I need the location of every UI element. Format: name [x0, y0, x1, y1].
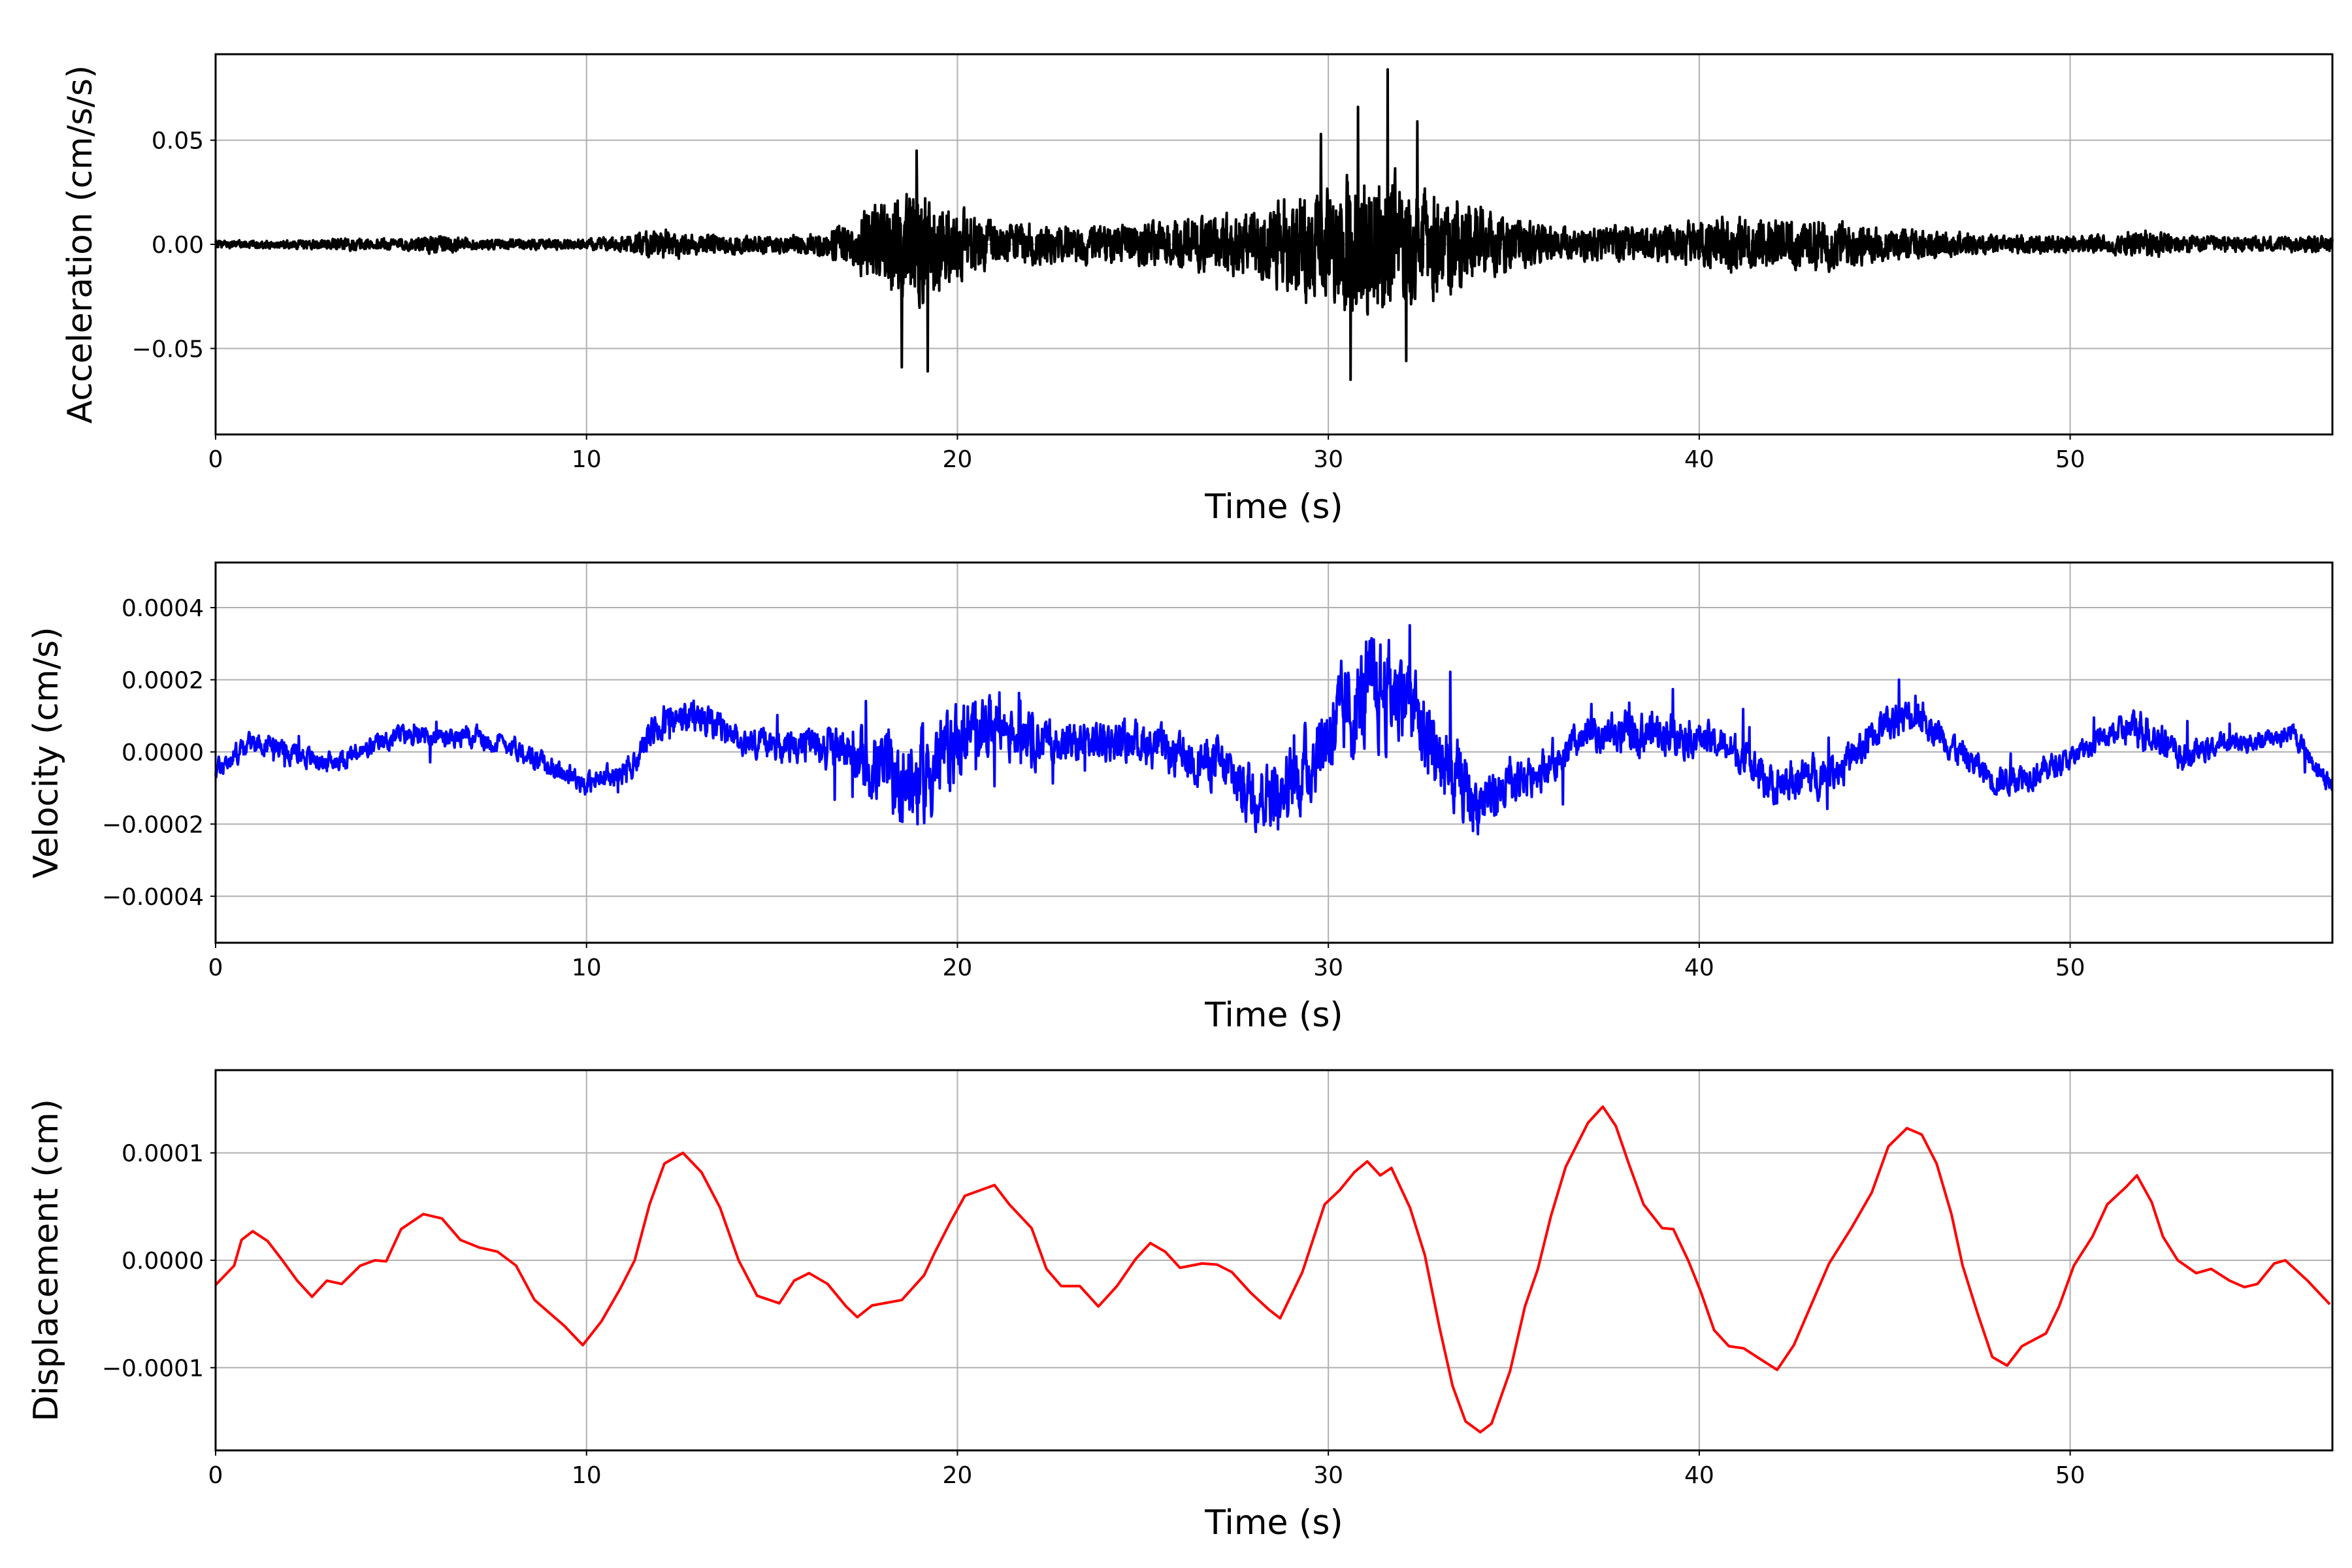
acceleration-subplot: 0 10 20 30 40 50 −0.05 0.00 0.05 Time (s) Accelera…: [61, 53, 2334, 527]
x-tick-label: 50: [2055, 446, 2085, 473]
y-tick-label: 0.0004: [122, 595, 204, 622]
y-tick-label: −0.0001: [102, 1355, 204, 1382]
x-tick-label: 10: [572, 955, 602, 981]
y-tick-label: 0.0001: [122, 1141, 204, 1168]
y-axis-label: Acceleration (cm/s/s): [61, 65, 100, 424]
y-tick-label: 0.0000: [122, 740, 204, 766]
x-tick-label: 50: [2055, 1462, 2085, 1489]
y-tick-label: −0.0002: [102, 811, 204, 838]
velocity-subplot: 0 10 20 30 40 50 −0.0004 −0.0002 0.0000 0.0002 0.0…: [27, 561, 2334, 1035]
x-tick-label: 40: [1684, 1462, 1714, 1489]
x-tick-label: 10: [572, 1462, 602, 1489]
y-axis-label: Velocity (cm/s): [27, 627, 66, 879]
x-axis-label: Time (s): [1204, 996, 1343, 1035]
y-tick-label: 0.0000: [122, 1248, 204, 1275]
velocity-series-line: [214, 624, 2334, 836]
x-tick-label: 20: [943, 1462, 973, 1489]
x-tick-label: 20: [943, 955, 973, 981]
y-tick-label: 0.05: [152, 128, 204, 155]
x-tick-label: 40: [1684, 446, 1714, 473]
axes-frame: [214, 53, 2334, 436]
x-tick-label: 0: [208, 1462, 223, 1489]
axes-frame: [214, 1069, 2334, 1452]
displacement-subplot: 0 10 20 30 40 50 −0.0001 0.0000 0.0001 Time (s) Di…: [27, 1069, 2334, 1543]
x-tick-label: 20: [943, 446, 973, 473]
acceleration-series-line: [214, 68, 2334, 382]
x-axis-label: Time (s): [1204, 487, 1343, 527]
x-tick-label: 0: [208, 446, 223, 473]
y-tick-label: −0.05: [132, 336, 204, 363]
x-tick-label: 30: [1313, 955, 1343, 981]
x-tick-label: 30: [1313, 1462, 1343, 1489]
displacement-series-line: [214, 1105, 2331, 1434]
y-tick-label: −0.0004: [102, 884, 204, 911]
axes-frame: [214, 561, 2334, 944]
y-tick-label: 0.00: [152, 232, 204, 259]
x-tick-label: 0: [208, 955, 223, 981]
y-axis-label: Displacement (cm): [27, 1099, 66, 1422]
y-tick-label: 0.0002: [122, 667, 204, 694]
x-tick-label: 50: [2055, 955, 2085, 981]
x-tick-label: 10: [572, 446, 602, 473]
x-axis-label: Time (s): [1204, 1503, 1343, 1543]
x-tick-label: 40: [1684, 955, 1714, 981]
x-tick-label: 30: [1313, 446, 1343, 473]
